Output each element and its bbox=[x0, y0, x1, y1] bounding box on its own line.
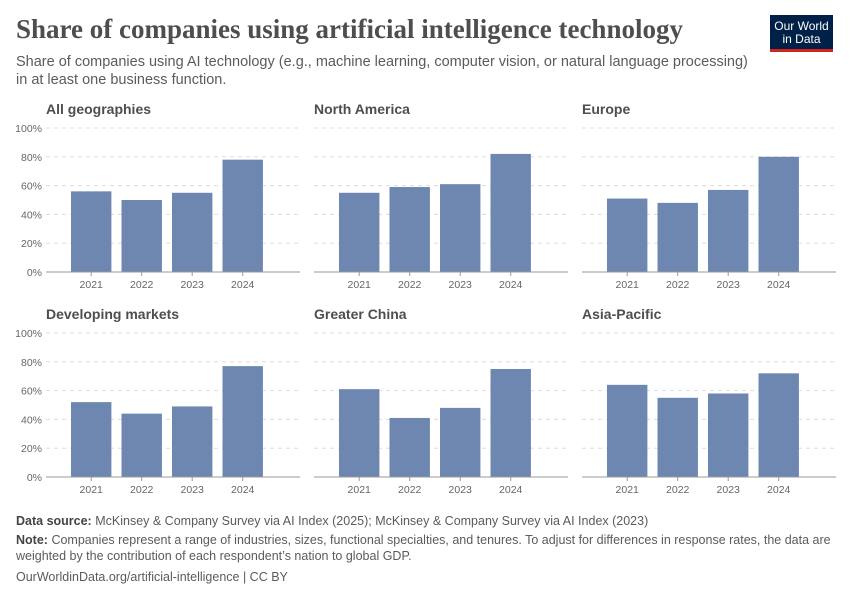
x-tick-label: 2024 bbox=[231, 484, 255, 496]
panel-north-america: North America 2021 2022 2023 2024 bbox=[314, 101, 568, 291]
y-tick-label: 80% bbox=[21, 357, 42, 369]
x-tick-label: 2024 bbox=[499, 484, 523, 496]
y-tick-label: 60% bbox=[21, 386, 42, 398]
x-tick-label: 2021 bbox=[616, 279, 640, 291]
y-tick-label: 20% bbox=[21, 238, 42, 250]
note-text: Companies represent a range of industrie… bbox=[16, 533, 831, 563]
y-tick-label: 20% bbox=[21, 443, 42, 455]
x-tick-label: 2024 bbox=[499, 279, 523, 291]
bar-2024 bbox=[758, 156, 799, 272]
y-tick-label: 60% bbox=[21, 181, 42, 193]
x-tick-label: 2023 bbox=[181, 279, 205, 291]
x-tick-label: 2022 bbox=[398, 279, 422, 291]
data-source: Data source: McKinsey & Company Survey v… bbox=[16, 513, 836, 529]
bar-2022 bbox=[389, 417, 430, 477]
y-tick-label: 0% bbox=[27, 267, 42, 279]
bar-2022 bbox=[121, 200, 162, 272]
bar-2021 bbox=[71, 402, 112, 477]
bar-2022 bbox=[657, 202, 698, 272]
source-text: McKinsey & Company Survey via AI Index (… bbox=[95, 514, 649, 528]
y-tick-label: 40% bbox=[21, 209, 42, 221]
bar-2023 bbox=[172, 406, 213, 477]
bar-2023 bbox=[440, 184, 481, 272]
bar-2023 bbox=[172, 192, 213, 272]
y-tick-label: 0% bbox=[27, 472, 42, 484]
x-tick-label: 2021 bbox=[348, 484, 372, 496]
bar-2024 bbox=[222, 366, 263, 477]
x-tick-label: 2022 bbox=[666, 279, 690, 291]
panel-developing-markets: Developing markets 0% 20% 40% 60% 80% 100% 2021… bbox=[15, 306, 300, 496]
bar-2024 bbox=[490, 153, 531, 272]
x-tick-label: 2023 bbox=[181, 484, 205, 496]
x-tick-label: 2023 bbox=[717, 279, 741, 291]
panel-europe: Europe 2021 2022 2023 2024 bbox=[582, 101, 836, 291]
panel-all-geographies: All geographies 0% 20% 40% 60% 80% 100% 2021 202… bbox=[15, 101, 300, 291]
panel-title: Europe bbox=[582, 101, 630, 117]
panel-title: Asia-Pacific bbox=[582, 306, 662, 322]
y-tick-label: 80% bbox=[21, 152, 42, 164]
bar-2021 bbox=[339, 389, 380, 477]
bar-2022 bbox=[121, 413, 162, 477]
x-tick-label: 2022 bbox=[130, 484, 154, 496]
panel-title: All geographies bbox=[46, 101, 151, 117]
bar-2021 bbox=[607, 384, 648, 477]
logo-line2: in Data bbox=[782, 32, 821, 46]
x-tick-label: 2024 bbox=[231, 279, 255, 291]
panel-title: North America bbox=[314, 101, 410, 117]
x-tick-label: 2023 bbox=[449, 484, 473, 496]
owid-logo[interactable]: Our World in Data bbox=[770, 15, 833, 52]
bar-2022 bbox=[657, 397, 698, 477]
x-tick-label: 2023 bbox=[717, 484, 741, 496]
panel-title: Developing markets bbox=[46, 306, 179, 322]
x-tick-label: 2022 bbox=[130, 279, 154, 291]
x-tick-label: 2024 bbox=[767, 484, 791, 496]
bar-2023 bbox=[708, 393, 749, 477]
footer-url[interactable]: OurWorldinData.org/artificial-intelligen… bbox=[16, 570, 288, 584]
panel-greater-china: Greater China 2021 2022 2023 2024 bbox=[314, 306, 568, 496]
x-tick-label: 2021 bbox=[616, 484, 640, 496]
panel-asia-pacific: Asia-Pacific 2021 2022 2023 2024 bbox=[582, 306, 836, 496]
y-tick-label: 100% bbox=[15, 123, 42, 135]
panel-title: Greater China bbox=[314, 306, 407, 322]
note-label: Note: bbox=[16, 533, 48, 547]
bar-2023 bbox=[440, 407, 481, 477]
y-tick-label: 40% bbox=[21, 414, 42, 426]
bar-2021 bbox=[71, 191, 112, 272]
x-tick-label: 2022 bbox=[666, 484, 690, 496]
bar-2021 bbox=[607, 198, 648, 272]
bar-2024 bbox=[222, 159, 263, 272]
bar-2022 bbox=[389, 187, 430, 272]
source-label: Data source: bbox=[16, 514, 92, 528]
bar-2024 bbox=[758, 373, 799, 477]
y-tick-label: 100% bbox=[15, 328, 42, 340]
x-tick-label: 2021 bbox=[80, 484, 104, 496]
bar-2021 bbox=[339, 192, 380, 272]
bar-2024 bbox=[490, 369, 531, 477]
x-tick-label: 2023 bbox=[449, 279, 473, 291]
x-tick-label: 2022 bbox=[398, 484, 422, 496]
x-tick-label: 2024 bbox=[767, 279, 791, 291]
bar-2023 bbox=[708, 189, 749, 272]
chart-subtitle: Share of companies using AI technology (… bbox=[16, 54, 748, 88]
logo-line1: Our World bbox=[774, 19, 829, 33]
x-tick-label: 2021 bbox=[348, 279, 372, 291]
chart-title: Share of companies using artificial inte… bbox=[16, 14, 683, 44]
x-tick-label: 2021 bbox=[80, 279, 104, 291]
note: Note: Companies represent a range of ind… bbox=[16, 532, 836, 564]
